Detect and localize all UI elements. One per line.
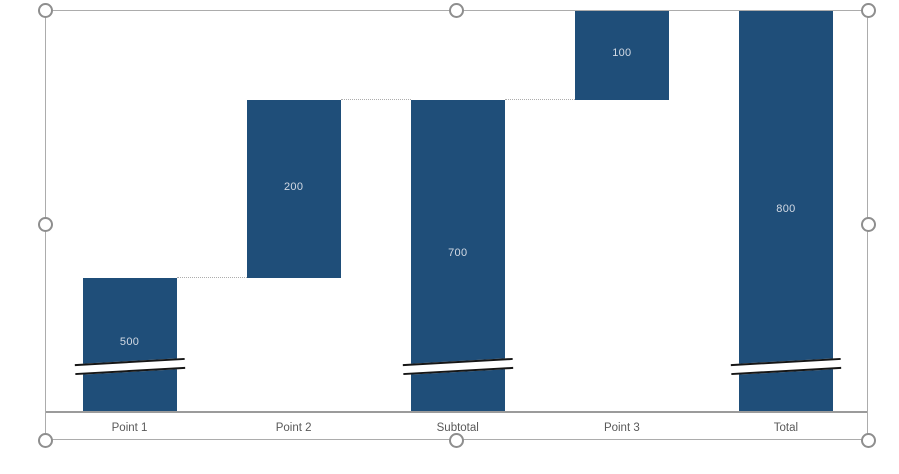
connector-line (504, 98, 575, 100)
axis-label-point-1[interactable]: Point 1 (111, 422, 148, 434)
bar-point-1[interactable]: 500 (82, 277, 177, 411)
resize-handle-bottom-center[interactable] (449, 433, 464, 448)
axis-label-point-2[interactable]: Point 2 (275, 422, 312, 434)
data-label-total: 800 (776, 202, 796, 215)
data-label-point-2: 200 (284, 180, 304, 193)
data-label-subtotal: 700 (448, 247, 468, 260)
data-label-point-1: 500 (119, 336, 140, 349)
category-axis-line[interactable] (45, 411, 868, 413)
resize-handle-bottom-left[interactable] (38, 433, 53, 448)
resize-handle-top-right[interactable] (861, 3, 876, 18)
connector-line (668, 9, 739, 11)
connector-line (176, 276, 247, 278)
bar-point-3[interactable]: 100 (574, 10, 669, 100)
connector-line (340, 98, 411, 100)
resize-handle-bottom-right[interactable] (861, 433, 876, 448)
resize-handle-top-left[interactable] (38, 3, 53, 18)
resize-handle-top-center[interactable] (449, 3, 464, 18)
resize-handle-middle-left[interactable] (38, 217, 53, 232)
axis-label-point-3[interactable]: Point 3 (603, 422, 640, 434)
data-label-point-3: 100 (612, 47, 632, 59)
axis-label-subtotal[interactable]: Subtotal (436, 422, 479, 434)
axis-label-total[interactable]: Total (773, 422, 799, 434)
resize-handle-middle-right[interactable] (861, 217, 876, 232)
bar-point-2[interactable]: 200 (246, 99, 341, 278)
bar-total[interactable]: 800 (738, 10, 833, 411)
